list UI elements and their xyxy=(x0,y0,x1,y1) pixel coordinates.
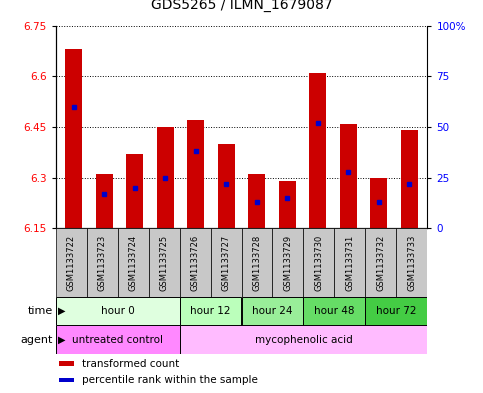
Bar xyxy=(86,228,117,297)
Bar xyxy=(127,154,143,228)
Bar xyxy=(59,378,74,382)
Bar xyxy=(56,228,86,297)
Bar xyxy=(334,228,366,297)
Text: GSM1133726: GSM1133726 xyxy=(190,235,199,291)
Text: GSM1133724: GSM1133724 xyxy=(128,235,138,291)
Text: GSM1133728: GSM1133728 xyxy=(253,235,261,291)
Bar xyxy=(149,228,180,297)
Bar xyxy=(272,228,303,297)
Bar xyxy=(303,297,366,325)
Bar xyxy=(366,297,427,325)
Text: transformed count: transformed count xyxy=(82,358,179,369)
Text: GSM1133731: GSM1133731 xyxy=(345,235,355,291)
Bar xyxy=(248,174,265,228)
Bar xyxy=(401,130,417,228)
Text: GSM1133733: GSM1133733 xyxy=(408,235,416,291)
Text: GSM1133723: GSM1133723 xyxy=(98,235,107,291)
Text: mycophenolic acid: mycophenolic acid xyxy=(255,334,353,345)
Text: GSM1133722: GSM1133722 xyxy=(67,235,75,291)
Text: time: time xyxy=(28,306,53,316)
Text: untreated control: untreated control xyxy=(72,334,163,345)
Bar xyxy=(180,325,427,354)
Bar xyxy=(303,228,334,297)
Bar xyxy=(279,181,296,228)
Bar xyxy=(211,228,242,297)
Bar xyxy=(309,73,326,228)
Text: GSM1133732: GSM1133732 xyxy=(376,235,385,291)
Text: GSM1133729: GSM1133729 xyxy=(284,235,293,291)
Text: ▶: ▶ xyxy=(58,334,66,345)
Bar xyxy=(117,228,149,297)
Text: GSM1133730: GSM1133730 xyxy=(314,235,324,291)
Bar xyxy=(242,297,303,325)
Text: hour 0: hour 0 xyxy=(100,306,134,316)
Text: GDS5265 / ILMN_1679087: GDS5265 / ILMN_1679087 xyxy=(151,0,332,12)
Text: hour 72: hour 72 xyxy=(376,306,417,316)
Text: hour 24: hour 24 xyxy=(252,306,293,316)
Bar xyxy=(187,120,204,228)
Bar xyxy=(96,174,113,228)
Text: ▶: ▶ xyxy=(58,306,66,316)
Text: hour 12: hour 12 xyxy=(190,306,231,316)
Bar xyxy=(180,228,211,297)
Bar xyxy=(66,49,82,228)
Bar xyxy=(370,178,387,228)
Text: GSM1133727: GSM1133727 xyxy=(222,235,230,291)
Bar xyxy=(56,325,180,354)
Bar xyxy=(340,123,356,228)
Bar xyxy=(56,297,180,325)
Bar xyxy=(180,297,242,325)
Bar xyxy=(366,228,397,297)
Text: agent: agent xyxy=(21,334,53,345)
Bar xyxy=(397,228,427,297)
Bar xyxy=(157,127,174,228)
Bar xyxy=(242,228,272,297)
Text: hour 48: hour 48 xyxy=(314,306,355,316)
Bar xyxy=(59,361,74,366)
Bar xyxy=(218,144,235,228)
Text: GSM1133725: GSM1133725 xyxy=(159,235,169,291)
Text: percentile rank within the sample: percentile rank within the sample xyxy=(82,375,257,385)
